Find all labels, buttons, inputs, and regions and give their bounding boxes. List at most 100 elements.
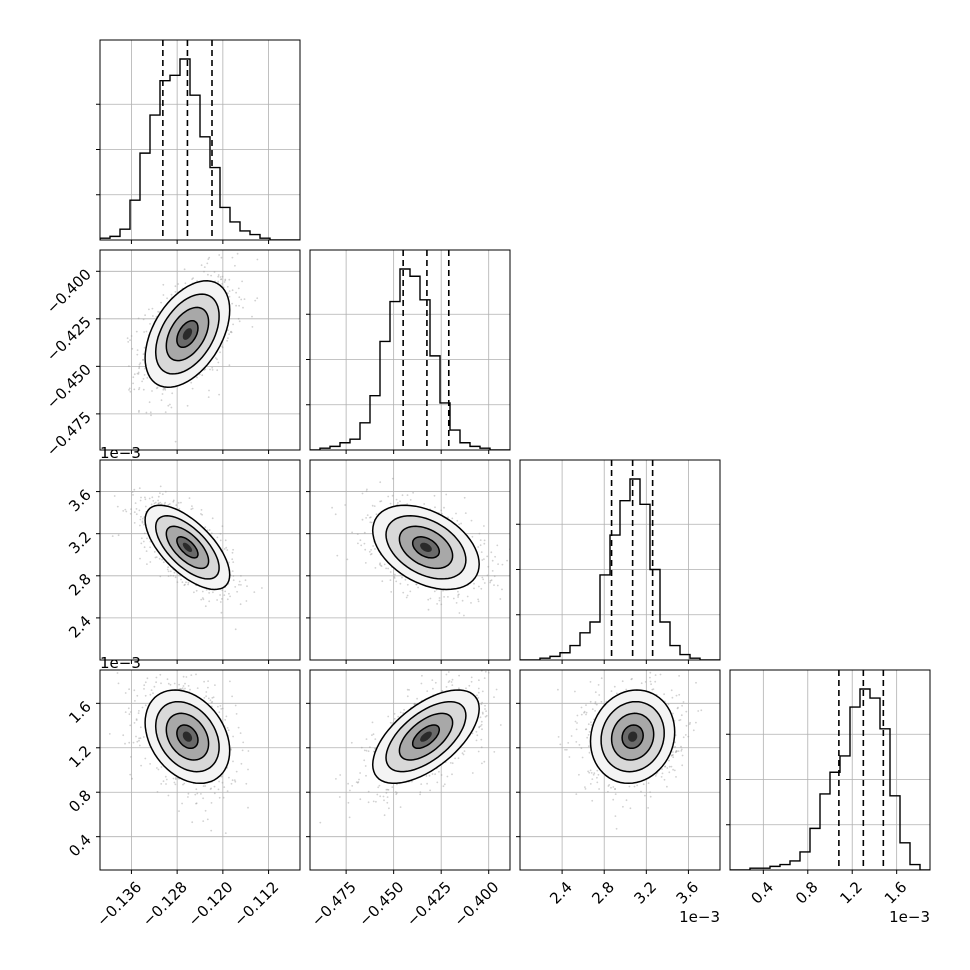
sample-point [232,323,235,326]
sample-point [479,544,482,547]
sample-point [155,556,158,558]
sample-point [207,396,210,398]
sample-point [370,553,373,555]
sample-point [406,695,409,698]
sample-point [131,347,134,350]
sample-point [191,507,194,510]
sample-point [220,256,223,259]
sample-point [494,555,496,558]
sample-point [482,712,484,715]
sample-point [478,532,481,535]
contour-line [398,712,454,761]
sample-point [221,525,224,528]
sample-point [201,374,204,377]
sample-point [672,712,674,715]
sample-point [156,386,159,389]
sample-point [234,586,237,588]
sample-point [431,773,434,775]
sample-point [218,780,221,783]
sample-point [177,283,180,285]
sample-point [174,440,177,443]
sample-point [157,499,160,502]
sample-point [136,353,139,356]
sample-point [226,549,229,551]
sample-point [191,387,194,390]
sample-point [203,680,206,683]
sample-point [406,688,409,691]
sample-point [138,744,141,747]
sample-point [590,721,592,724]
sample-point [481,728,483,731]
sample-point [387,789,390,791]
sample-point [423,503,426,505]
sample-point [365,738,368,740]
sample-point [201,590,204,593]
sample-point [235,304,238,307]
sample-point [230,330,233,333]
sample-point [409,499,412,501]
sample-point [113,495,116,497]
sample-point [144,505,147,508]
sample-point [381,580,384,583]
sample-point [153,685,156,688]
sample-point [207,258,210,260]
sample-point [237,317,240,320]
sample-point [442,589,444,592]
sample-point [129,390,132,393]
contour-line [154,293,220,375]
sample-point [664,765,667,768]
sample-point [393,577,396,579]
sample-point [205,589,208,591]
sample-point [161,393,164,395]
sample-point [481,711,484,714]
sample-point [387,567,389,570]
sample-point [200,264,203,267]
sample-point [346,558,349,561]
sample-point [477,600,480,603]
sample-point [483,525,485,527]
sample-point [228,592,230,595]
sample-point [597,684,600,686]
sample-point [169,574,172,577]
sample-point [185,676,188,678]
sample-point [419,793,421,796]
sample-point [375,513,378,516]
sample-point [357,542,359,545]
sample-point [131,777,133,780]
sample-point [654,674,657,676]
sample-point [203,696,206,699]
sample-point [219,601,222,603]
sample-point [139,557,141,560]
sample-point [174,778,177,780]
sample-point [149,546,152,549]
sample-point [382,795,385,798]
sample-point [148,401,151,404]
sample-point [347,801,350,804]
sample-point [247,768,249,771]
sample-point [138,411,140,413]
sample-point [172,499,175,502]
sample-point [150,503,153,506]
sample-point [221,707,224,710]
sample-point [194,793,197,796]
sample-point [149,561,152,563]
sample-point [441,690,444,692]
sample-point [476,734,479,737]
sample-point [351,785,354,787]
sample-point [142,359,144,361]
sample-point [214,684,216,686]
sample-point [484,715,487,718]
sample-point [149,323,151,325]
sample-point [470,602,472,604]
sample-point [128,741,131,744]
sample-point [387,495,390,498]
sample-point [448,680,451,682]
sample-point [501,588,503,591]
sample-point [214,357,217,359]
sample-point [138,737,141,740]
sample-point [245,782,248,785]
sample-point [397,502,399,504]
sample-point [139,362,142,364]
sample-point [129,711,132,713]
